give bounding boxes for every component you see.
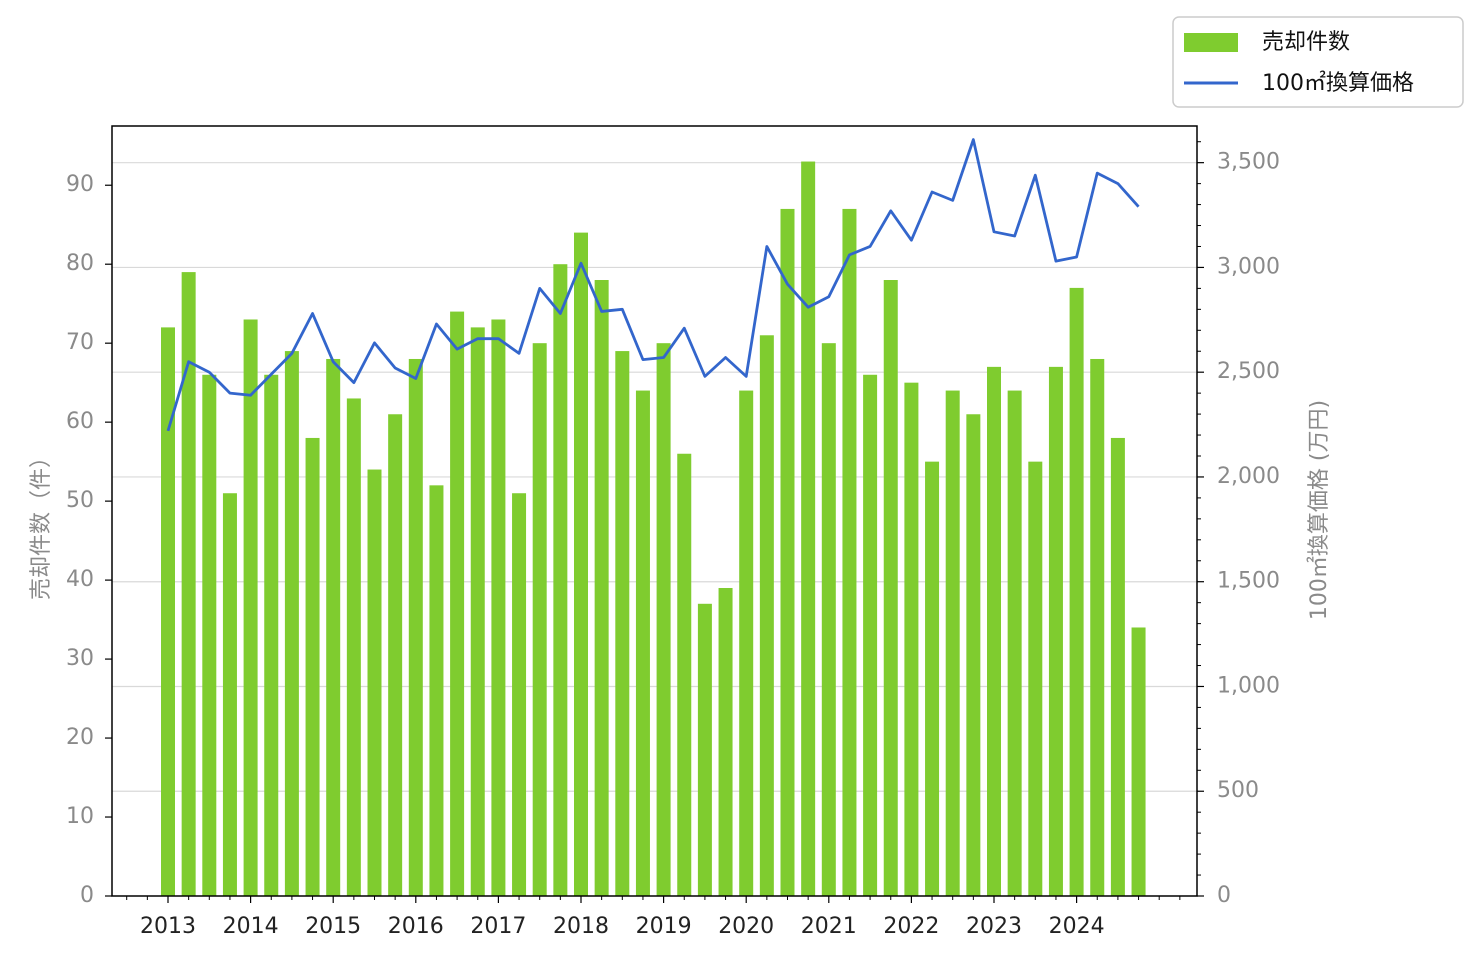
bar: [697, 603, 712, 896]
plot-frame: [111, 125, 1198, 897]
x-tick-label: 2023: [966, 914, 1022, 939]
y-axis-right: 0 500 1,000 1,500 2,000 2,500 3,000 3,500: [1197, 141, 1280, 908]
bar: [987, 366, 1001, 896]
x-tick-label: 2020: [718, 914, 774, 939]
y-left-tick-label: 70: [66, 330, 94, 355]
bar: [1048, 366, 1063, 896]
bar: [243, 319, 258, 896]
bar: [1110, 437, 1125, 896]
bar: [161, 327, 175, 896]
bar: [264, 374, 279, 896]
x-tick-label: 2016: [388, 914, 444, 939]
y-left-tick-label: 20: [66, 725, 94, 750]
x-tick-label: 2022: [883, 914, 939, 939]
bar: [181, 272, 196, 897]
bar: [532, 343, 547, 897]
y-right-tick-label: 1,000: [1217, 673, 1280, 698]
bar: [346, 398, 361, 896]
y-left-tick-label: 50: [66, 488, 94, 513]
legend-line-label: 100㎡換算価格: [1262, 70, 1414, 96]
y-right-tick-label: 2,000: [1217, 464, 1280, 489]
y-right-tick-label: 2,500: [1217, 359, 1280, 384]
bar: [759, 335, 774, 896]
bar: [1090, 358, 1105, 896]
x-tick-label: 2018: [553, 914, 609, 939]
bar: [429, 485, 444, 896]
bar: [863, 374, 878, 896]
bar: [966, 414, 981, 896]
bar: [512, 493, 527, 896]
bar: [408, 358, 423, 896]
bar: [491, 319, 506, 896]
bar: [718, 588, 733, 896]
bar: [1069, 287, 1084, 896]
x-tick-label: 2024: [1049, 914, 1105, 939]
bar: [470, 327, 485, 896]
y-right-tick-label: 500: [1217, 778, 1259, 803]
bar: [615, 351, 630, 897]
y-left-tick-label: 80: [66, 251, 94, 276]
y-right-tick-label: 1,500: [1217, 569, 1280, 594]
x-tick-label: 2017: [470, 914, 526, 939]
line-series: [166, 138, 1140, 432]
bar: [904, 382, 919, 897]
y-left-tick-label: 30: [66, 646, 94, 671]
y-left-tick-label: 60: [66, 409, 94, 434]
bar: [945, 390, 960, 896]
legend-box: [1172, 16, 1464, 108]
legend-bar-label: 売却件数: [1262, 30, 1350, 55]
bar: [284, 351, 299, 897]
bar: [739, 390, 754, 896]
x-tick-label: 2014: [223, 914, 279, 939]
y-axis-right-title: 100㎡換算価格 (万円): [1306, 400, 1332, 620]
bar: [202, 374, 217, 896]
bar: [780, 208, 795, 896]
bar: [1007, 390, 1022, 896]
x-tick-label: 2013: [140, 914, 196, 939]
y-axis-left-title: 売却件数（件）: [29, 446, 54, 600]
y-left-tick-label: 10: [66, 804, 94, 829]
bar: [656, 343, 671, 897]
x-axis: 2013 2014 2015 2016 2017 2018 2019 2020 2021 2022…: [126, 896, 1181, 939]
bar: [326, 358, 341, 896]
bar: [367, 469, 382, 896]
y-left-tick-label: 40: [66, 567, 94, 592]
y-right-tick-label: 3,500: [1217, 150, 1280, 175]
bar: [883, 280, 898, 896]
bar-series: [161, 161, 1146, 897]
bar: [305, 437, 320, 896]
bar: [388, 414, 403, 896]
price-line: [166, 138, 1140, 432]
bar: [821, 343, 836, 897]
x-tick-label: 2015: [305, 914, 361, 939]
x-tick-label: 2019: [636, 914, 692, 939]
bar: [801, 161, 816, 897]
y-right-tick-label: 0: [1217, 883, 1231, 908]
legend: 売却件数 100㎡換算価格: [1172, 16, 1464, 108]
y-right-tick-label: 3,000: [1217, 254, 1280, 279]
bar: [450, 311, 465, 897]
bar: [594, 280, 609, 896]
bar: [842, 208, 857, 896]
bar: [222, 493, 237, 896]
legend-bar-swatch: [1184, 33, 1238, 52]
bar: [635, 390, 650, 896]
bar: [925, 461, 940, 896]
y-left-tick-label: 0: [80, 883, 94, 908]
bar: [677, 453, 692, 896]
bar: [1131, 627, 1146, 896]
bar: [574, 232, 588, 897]
y-left-tick-label: 90: [66, 172, 94, 197]
y-axis-left: 0 10 20 30 40 50 60 70 80 90: [66, 172, 112, 908]
bar: [553, 264, 568, 896]
bar: [1028, 461, 1043, 896]
x-tick-label: 2021: [801, 914, 857, 939]
